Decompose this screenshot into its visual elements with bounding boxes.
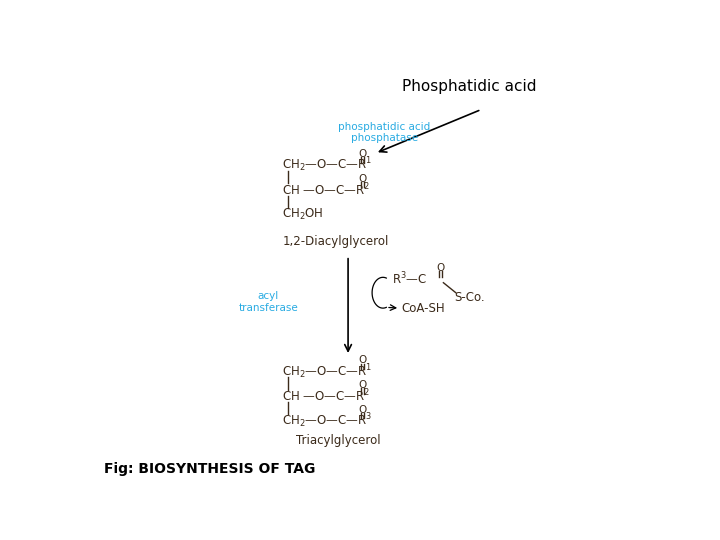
- Text: Phosphatidic acid: Phosphatidic acid: [402, 79, 537, 94]
- Text: Fig: BIOSYNTHESIS OF TAG: Fig: BIOSYNTHESIS OF TAG: [104, 462, 315, 476]
- Text: S-Co.: S-Co.: [454, 291, 485, 304]
- Text: acyl
transferase: acyl transferase: [238, 291, 298, 313]
- Text: R$^3$—C: R$^3$—C: [392, 271, 428, 287]
- Text: O: O: [359, 380, 367, 390]
- Text: O: O: [359, 405, 367, 415]
- Text: CH$_2$OH: CH$_2$OH: [282, 207, 324, 222]
- Text: CH —O—C—R$^2$: CH —O—C—R$^2$: [282, 181, 370, 198]
- Text: O: O: [436, 263, 444, 273]
- Text: CH$_2$—O—C—R$^1$: CH$_2$—O—C—R$^1$: [282, 362, 372, 381]
- Text: Triacylglycerol: Triacylglycerol: [296, 434, 381, 447]
- Text: CoA-SH: CoA-SH: [402, 302, 445, 315]
- Text: CH$_2$—O—C—R$^3$: CH$_2$—O—C—R$^3$: [282, 411, 372, 430]
- Text: phosphatidic acid
phosphatase: phosphatidic acid phosphatase: [338, 122, 431, 143]
- Text: CH$_2$—O—C—R$^1$: CH$_2$—O—C—R$^1$: [282, 156, 372, 174]
- Text: O: O: [359, 355, 367, 366]
- Text: O: O: [359, 149, 367, 159]
- Text: O: O: [359, 174, 367, 184]
- Text: 1,2-Diacylglycerol: 1,2-Diacylglycerol: [282, 235, 389, 248]
- Text: CH —O—C—R$^2$: CH —O—C—R$^2$: [282, 388, 370, 404]
